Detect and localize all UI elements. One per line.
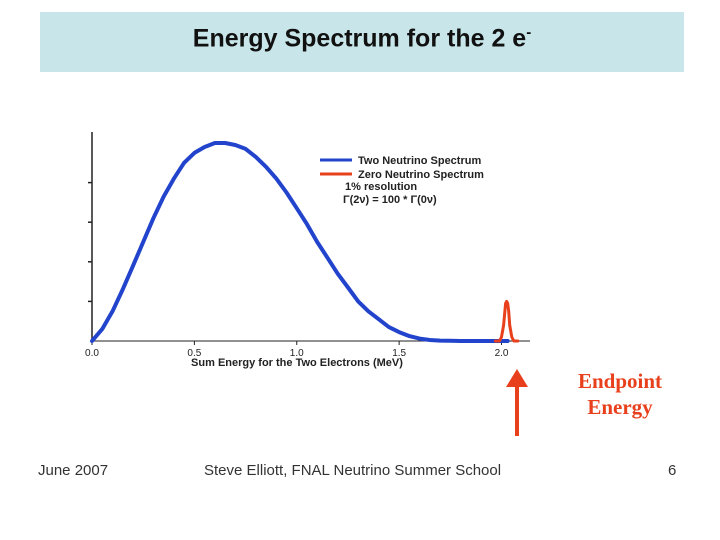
footer-page-number: 6: [668, 462, 677, 479]
y-ticks: [88, 181, 92, 303]
endpoint-arrow: [506, 369, 528, 436]
endpoint-arrow-head: [506, 369, 528, 387]
legend-note-rate-ratio: Γ(2ν) = 100 * Γ(0ν): [343, 194, 437, 206]
title-band: Energy Spectrum for the 2 e-: [40, 12, 684, 72]
series-layer: [90, 141, 520, 343]
series-line-two-neutrino: [90, 141, 510, 343]
endpoint-label: Endpoint Energy: [560, 368, 680, 420]
legend-note-resolution: 1% resolution: [345, 181, 417, 193]
x-tick-label-2: 1.0: [290, 348, 304, 359]
x-tick-label-1: 0.5: [187, 348, 201, 359]
x-tick-label-0: 0.0: [85, 348, 99, 359]
slide-title-main: Energy Spectrum for the 2 e: [192, 24, 527, 53]
slide-title: Energy Spectrum for the 2 e-: [40, 24, 684, 53]
slide-title-superscript: -: [526, 24, 532, 41]
series-line-zero-neutrino: [493, 299, 520, 343]
x-axis-label: Sum Energy for the Two Electrons (MeV): [191, 357, 403, 369]
legend-label-zero-neutrino: Zero Neutrino Spectrum: [358, 169, 484, 181]
endpoint-label-line1: Endpoint: [577, 369, 663, 393]
x-tick-label-3: 1.5: [392, 348, 406, 359]
footer-presenter: Steve Elliott, FNAL Neutrino Summer Scho…: [204, 462, 502, 479]
footer-date: June 2007: [38, 462, 109, 479]
legend-label-two-neutrino: Two Neutrino Spectrum: [358, 155, 481, 167]
legend: Two Neutrino Spectrum Zero Neutrino Spec…: [320, 155, 484, 206]
endpoint-label-line2: Energy: [587, 395, 653, 419]
x-tick-label-4: 2.0: [495, 348, 509, 359]
